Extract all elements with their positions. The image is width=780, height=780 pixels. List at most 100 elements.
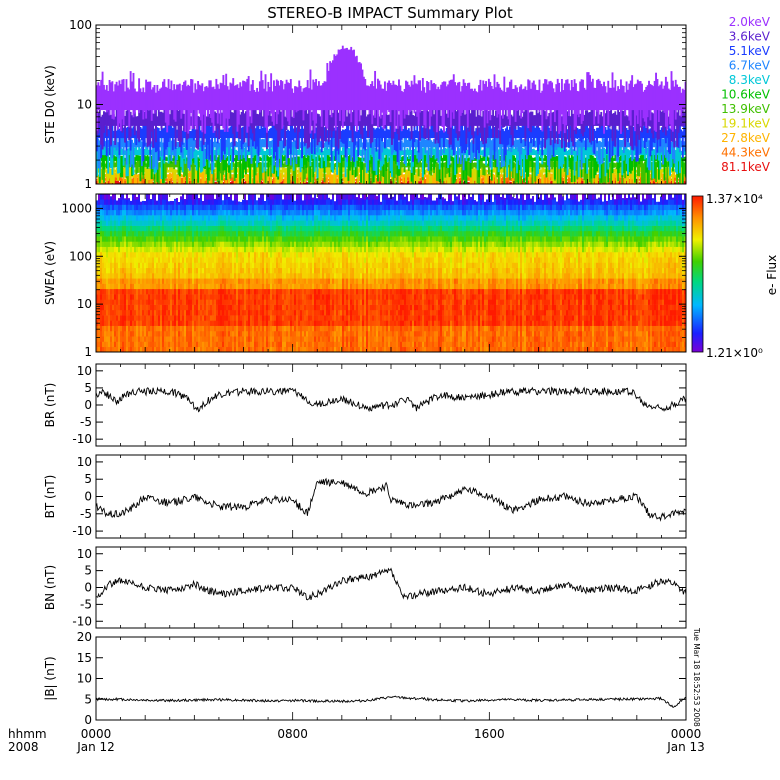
ste-bar [251,178,254,184]
heatmap-cell [106,246,109,253]
heatmap-cell [108,246,111,253]
ste-bar [282,178,285,184]
heatmap-cell [112,278,115,284]
ste-bar [628,178,631,184]
heatmap-cell [102,283,105,290]
ste-bar [190,179,193,184]
ste-bar [296,177,299,184]
heatmap-cell [106,346,109,353]
ste-bar [229,182,232,184]
ste-bar [188,178,191,181]
ste-bar [521,179,524,181]
ste-bar [389,180,392,184]
ste-bar [222,182,225,184]
heatmap-cell [100,346,103,353]
heatmap-cell [106,294,109,300]
heatmap-cell [112,304,115,311]
series-2.0keV [96,45,687,134]
heatmap-cell [100,194,103,200]
ste-bar [142,177,145,184]
ste-bar [459,180,462,184]
ste-bar [232,180,235,184]
heatmap-cell [106,267,109,274]
ste-bar [619,177,622,184]
heatmap-cell [102,215,105,221]
ste-bar [652,178,655,181]
heatmap-cell [108,251,111,258]
heatmap-cell [112,309,115,316]
heatmap-cell [110,246,113,253]
heatmap-cell [112,220,115,226]
ste-bar [104,181,107,184]
heatmap-cell [102,220,105,226]
heatmap-cell [104,330,107,337]
ste-bar [230,176,233,181]
heatmap-cell [110,341,113,348]
ste-bar [501,180,504,184]
ste-bar [354,179,357,181]
ste-bar [215,181,218,184]
heatmap-cell [108,294,111,300]
ste-bar [524,181,527,184]
ste-bar [327,178,330,181]
heatmap-cell [110,230,113,237]
heatmap-cell [104,320,107,326]
ste-bar [143,180,146,184]
ste-bar [244,180,247,184]
heatmap-cell [98,315,101,321]
heatmap-cell [108,236,111,242]
heatmap-cell [102,267,105,274]
heatmap-cell [110,309,113,316]
heatmap-cell [110,241,113,247]
ste-bar [313,176,316,181]
ste-bar [301,123,303,159]
ste-bar [649,177,652,181]
ste-bar [132,176,135,184]
heatmap-cell [110,273,113,279]
ste-bar [261,177,264,181]
heatmap-cell [98,194,101,200]
heatmap-cell [104,341,107,348]
ste-bar [663,179,666,184]
heatmap-cell [98,304,101,311]
heatmap-cell [108,278,111,284]
heatmap-cell [112,336,115,342]
ste-bar [631,178,634,184]
heatmap-cell [112,294,115,300]
heatmap-cell [104,278,107,284]
ste-bar [664,180,667,184]
ste-bar [369,177,372,181]
ste-bar [176,181,178,184]
ste-bar [260,180,263,184]
heatmap-cell [102,304,105,311]
heatmap-cell [112,330,115,337]
ste-bar [166,178,169,182]
ste-bar [614,179,617,184]
ste-bar [406,176,409,181]
heatmap-cell [110,262,113,269]
heatmap-cell [104,346,107,353]
ste-bar [652,180,655,184]
ste-bar [496,179,499,184]
heatmap-cell [108,267,111,274]
ste-bar [487,177,490,184]
heatmap-cell [108,230,111,237]
heatmap-cell [106,273,109,279]
ste-bar [608,177,611,184]
ste-bar [683,177,686,181]
ste-bar [580,177,583,181]
heatmap-cell [100,283,103,290]
heatmap-cell [98,273,101,279]
ste-bar [299,181,302,184]
heatmap-cell [104,236,107,242]
ste-bar [618,180,621,184]
ste-bar [510,181,513,184]
ste-bar [677,178,680,181]
ste-bar [618,177,621,181]
ste-bar [180,177,183,184]
ste-bar [639,177,642,184]
heatmap-cell [110,330,113,337]
ste-bar [462,181,465,184]
ste-bar [417,180,420,184]
ste-bar [674,177,677,181]
